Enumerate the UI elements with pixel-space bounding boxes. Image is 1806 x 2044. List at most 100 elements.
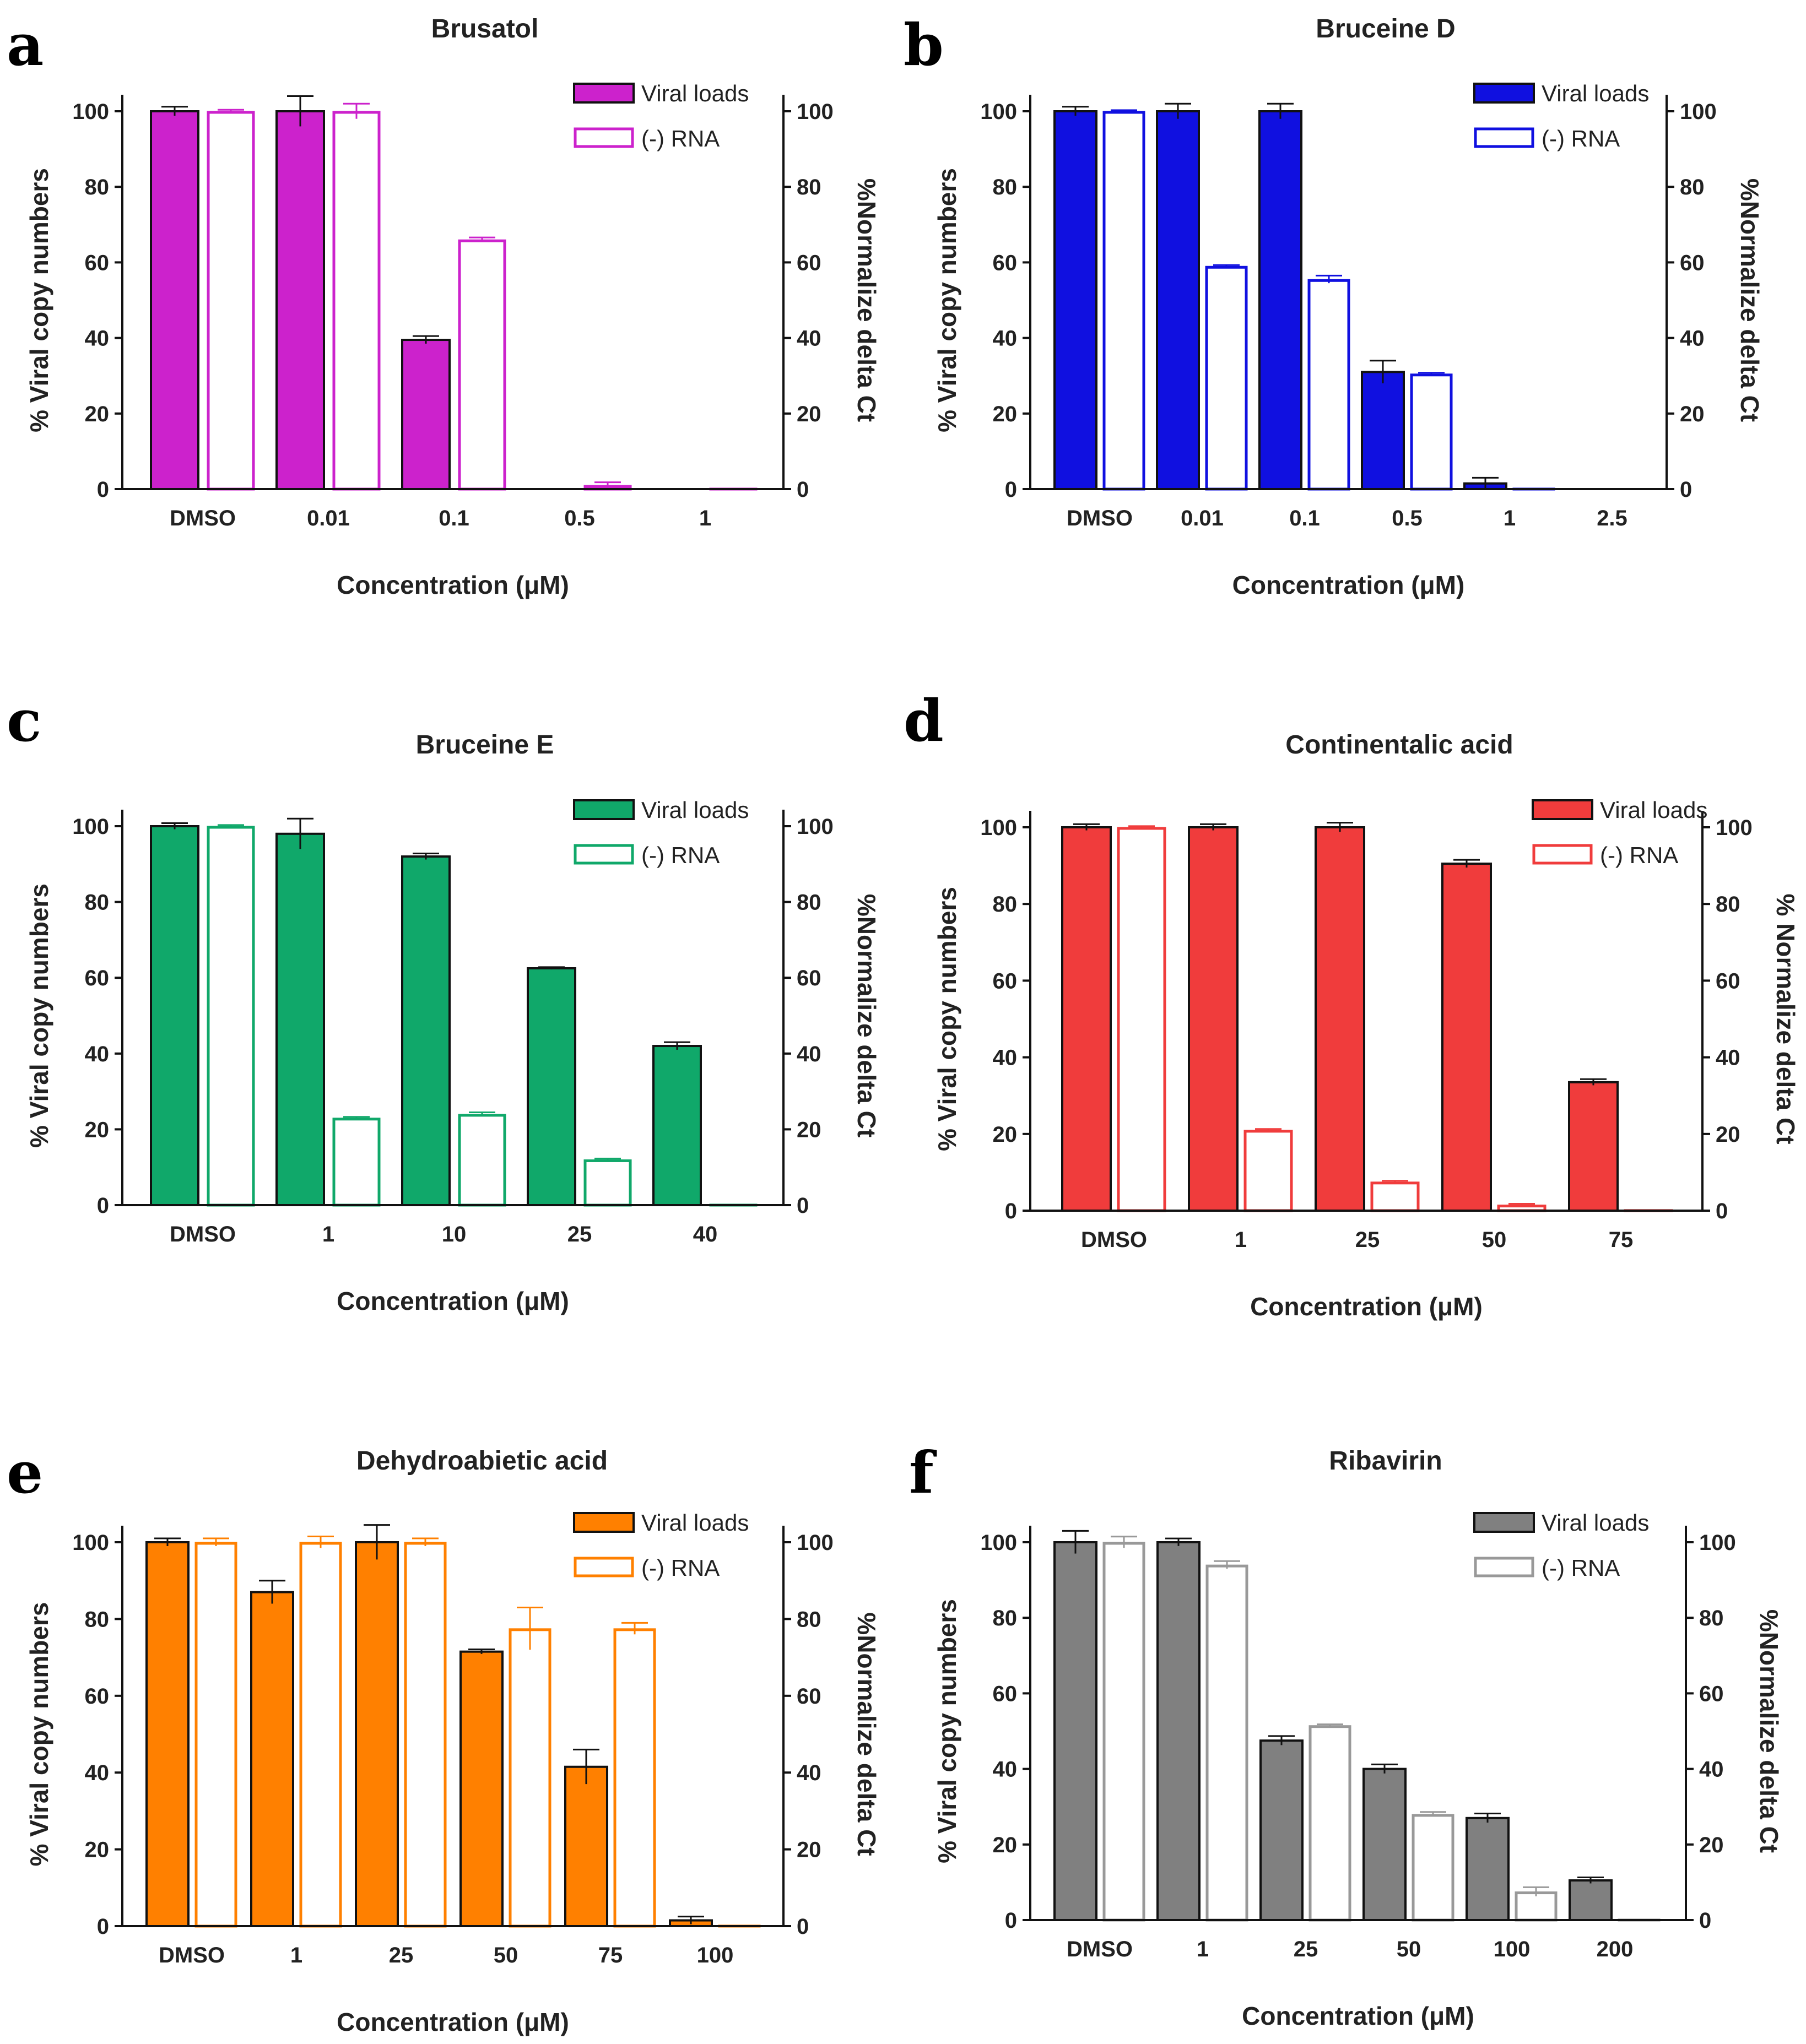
legend-label-neg-rna: (-) RNA <box>1542 126 1620 151</box>
y-tick-label-right: 40 <box>1699 1758 1724 1782</box>
bar-neg-rna-2 <box>1370 1181 1420 1212</box>
bar-neg-rna-1 <box>332 111 381 491</box>
y-tick-label-right: 40 <box>797 1761 821 1785</box>
y-tick-label-left: 100 <box>72 100 109 124</box>
y-tick-label-right: 60 <box>797 1684 821 1709</box>
legend-swatch-viral-loads <box>1473 1512 1535 1533</box>
y-axis-label-left: % Viral copy numbers <box>933 168 961 432</box>
y-tick-label-left: 60 <box>85 966 110 990</box>
y-tick-label-left: 0 <box>1005 1199 1017 1223</box>
y-axis-label-right: %Normalize delta Ct <box>852 894 881 1137</box>
panel-b-group: b <box>904 11 944 79</box>
chart-title: Ribavirin <box>1329 1446 1442 1476</box>
x-tick-label: 1 <box>1235 1228 1247 1252</box>
x-tick-label: 50 <box>1397 1937 1421 1961</box>
panel-a-letter: a <box>7 11 44 79</box>
bar-neg-rna-2 <box>458 239 506 491</box>
x-tick-label: 1 <box>1197 1937 1209 1961</box>
bar-neg-rna-4 <box>1515 1891 1558 1922</box>
y-tick-label-right: 60 <box>1680 251 1705 275</box>
y-tick-label-left: 40 <box>993 327 1018 351</box>
y-tick-label-left: 20 <box>85 1838 110 1862</box>
y-tick-label-right: 0 <box>1699 1909 1711 1933</box>
bar-viral-loads-3 <box>1362 1768 1407 1922</box>
y-tick-label-right: 60 <box>1699 1682 1724 1706</box>
bar-viral-loads-3 <box>1441 863 1492 1212</box>
y-tick-label-right: 80 <box>797 175 821 199</box>
y-tick-label-right: 100 <box>1680 100 1717 124</box>
legend-label-viral-loads: Viral loads <box>1600 797 1707 823</box>
bar-neg-rna-0 <box>1102 1542 1145 1922</box>
x-tick-label: 0.1 <box>1289 506 1320 530</box>
bar-viral-loads-4 <box>652 1045 702 1207</box>
y-tick-label-right: 100 <box>1699 1531 1736 1555</box>
x-tick-label: 40 <box>693 1222 718 1246</box>
y-tick-label-left: 40 <box>85 1761 110 1785</box>
y-tick-label-right: 100 <box>797 1531 834 1555</box>
x-axis-label: Concentration (μM) <box>1232 571 1465 599</box>
y-tick-label-right: 20 <box>797 1838 821 1862</box>
legend-label-viral-loads: Viral loads <box>1542 80 1649 106</box>
panel-b-letter: b <box>904 11 944 79</box>
x-tick-label: 0.5 <box>1392 506 1423 530</box>
y-axis-label-right: % Normalize delta Ct <box>1771 894 1800 1145</box>
bar-viral-loads-5 <box>1569 1879 1613 1921</box>
y-tick-label-left: 20 <box>85 402 110 426</box>
y-tick-label-right: 20 <box>1699 1833 1724 1857</box>
x-tick-label: 0.5 <box>564 506 595 530</box>
bar-neg-rna-3 <box>509 1628 551 1928</box>
y-tick-label-right: 60 <box>1716 969 1740 993</box>
bar-viral-loads-0 <box>1053 110 1097 490</box>
bar-viral-loads-0 <box>1053 1541 1097 1921</box>
panel-a-group: a <box>7 11 44 79</box>
legend-label-viral-loads: Viral loads <box>641 1510 749 1536</box>
y-tick-label-left: 60 <box>993 969 1018 993</box>
y-axis-label-right: %Normalize delta Ct <box>852 1612 881 1856</box>
y-tick-label-right: 60 <box>797 251 821 275</box>
legend: Viral loads (-) RNA <box>1473 1510 1649 1581</box>
chart-title: Bruceine D <box>1316 14 1455 44</box>
y-tick-label-right: 0 <box>797 1194 809 1218</box>
legend: Viral loads (-) RNA <box>573 797 749 868</box>
bar-viral-loads-0 <box>145 1541 190 1927</box>
bar-neg-rna-2 <box>1308 1725 1351 1922</box>
y-tick-label-right: 0 <box>797 1915 809 1939</box>
bar-viral-loads-2 <box>1315 826 1365 1212</box>
chart-a: Brusatol 0 0 20 20 40 40 60 60 80 80 100 100 DMSO 0.01… <box>25 14 881 599</box>
x-axis-label: Concentration (μM) <box>337 1287 569 1315</box>
bar-viral-loads-2 <box>1259 1739 1304 1921</box>
y-tick-label-left: 60 <box>85 1684 110 1709</box>
y-axis-label-left: % Viral copy numbers <box>933 1599 961 1863</box>
x-tick-label: 100 <box>1494 1937 1531 1961</box>
legend-label-neg-rna: (-) RNA <box>641 1555 720 1581</box>
y-tick-label-left: 0 <box>97 1915 109 1939</box>
y-tick-label-right: 40 <box>797 1042 821 1066</box>
x-tick-label: 25 <box>1355 1228 1380 1252</box>
y-tick-label-left: 0 <box>97 478 109 502</box>
bar-viral-loads-3 <box>527 967 576 1206</box>
y-axis-label-right: %Normalize delta Ct <box>1735 178 1764 422</box>
legend-swatch-neg-rna <box>574 127 634 148</box>
bar-neg-rna-1 <box>1205 265 1248 491</box>
y-tick-label-left: 80 <box>85 891 110 915</box>
bar-neg-rna-3 <box>1412 1814 1454 1922</box>
y-tick-label-left: 40 <box>85 327 110 351</box>
x-tick-label: 25 <box>1294 1937 1318 1961</box>
chart-f: Ribavirin 0 0 20 20 40 40 60 60 80 80 100 100 DMSO 1 25… <box>933 1446 1783 2030</box>
bar-viral-loads-4 <box>1466 1817 1510 1922</box>
y-tick-label-left: 40 <box>993 1046 1018 1070</box>
y-axis-label-right: %Normalize delta Ct <box>1755 1609 1783 1853</box>
bar-neg-rna-3 <box>1410 373 1453 491</box>
y-tick-label-right: 40 <box>797 327 821 351</box>
y-tick-label-right: 0 <box>1716 1199 1728 1223</box>
x-tick-label: 100 <box>697 1943 734 1967</box>
y-axis-label-left: % Viral copy numbers <box>933 887 961 1151</box>
panel-c-group: c <box>7 687 41 755</box>
legend-label-viral-loads: Viral loads <box>1542 1510 1649 1536</box>
y-tick-label-left: 80 <box>993 175 1018 199</box>
y-tick-label-right: 100 <box>797 815 834 839</box>
legend-label-neg-rna: (-) RNA <box>1542 1555 1620 1581</box>
y-axis-label-left: % Viral copy numbers <box>25 1602 53 1867</box>
y-tick-label-right: 80 <box>1699 1606 1724 1630</box>
